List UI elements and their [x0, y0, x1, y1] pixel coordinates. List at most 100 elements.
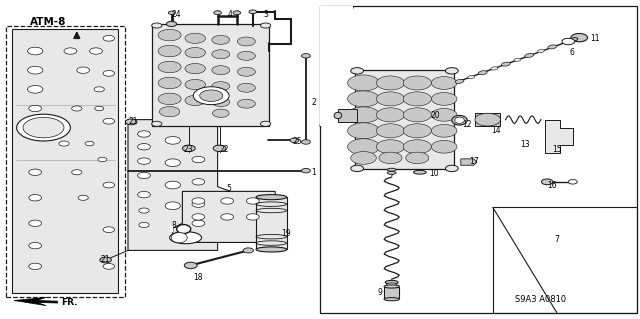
- Circle shape: [28, 47, 43, 55]
- Circle shape: [182, 145, 195, 152]
- Circle shape: [221, 198, 234, 204]
- Circle shape: [29, 169, 42, 175]
- Circle shape: [348, 123, 380, 139]
- Text: 10: 10: [429, 169, 439, 178]
- Circle shape: [59, 141, 69, 146]
- Text: 25: 25: [292, 137, 303, 146]
- Circle shape: [158, 77, 181, 89]
- Circle shape: [568, 180, 577, 184]
- Circle shape: [403, 124, 431, 138]
- Circle shape: [403, 92, 431, 106]
- Circle shape: [158, 45, 181, 57]
- Circle shape: [138, 172, 150, 179]
- Circle shape: [152, 23, 162, 28]
- Circle shape: [431, 124, 457, 137]
- Circle shape: [212, 66, 230, 75]
- Circle shape: [571, 33, 588, 42]
- Circle shape: [138, 158, 150, 164]
- Text: 21: 21: [129, 117, 138, 126]
- Ellipse shape: [537, 49, 544, 53]
- Circle shape: [249, 10, 257, 14]
- Ellipse shape: [491, 67, 498, 70]
- Circle shape: [233, 11, 241, 15]
- Circle shape: [348, 107, 380, 123]
- Circle shape: [260, 121, 271, 126]
- Circle shape: [23, 117, 64, 138]
- Text: 23: 23: [184, 145, 194, 154]
- Ellipse shape: [468, 75, 475, 79]
- Text: 15: 15: [552, 145, 562, 154]
- Text: 14: 14: [491, 126, 501, 135]
- Circle shape: [100, 257, 111, 263]
- Circle shape: [85, 141, 94, 146]
- Text: 16: 16: [547, 181, 557, 189]
- Circle shape: [29, 263, 42, 270]
- Circle shape: [431, 108, 457, 121]
- Ellipse shape: [334, 112, 342, 119]
- Circle shape: [158, 29, 181, 41]
- Circle shape: [158, 61, 181, 73]
- Circle shape: [445, 68, 458, 74]
- Bar: [493, 207, 637, 313]
- Circle shape: [237, 51, 255, 60]
- Circle shape: [165, 202, 180, 210]
- Circle shape: [406, 152, 429, 164]
- Circle shape: [351, 68, 364, 74]
- Text: 21: 21: [101, 256, 110, 264]
- Bar: [320, 6, 637, 313]
- Polygon shape: [173, 191, 275, 242]
- Ellipse shape: [452, 115, 467, 125]
- Circle shape: [212, 35, 230, 44]
- Bar: [12, 29, 118, 293]
- Circle shape: [90, 48, 102, 54]
- Ellipse shape: [384, 285, 399, 288]
- Circle shape: [237, 99, 255, 108]
- Text: 18: 18: [194, 273, 203, 282]
- Bar: [320, 6, 353, 126]
- Circle shape: [212, 109, 229, 117]
- Circle shape: [212, 82, 230, 91]
- Bar: [6, 26, 125, 297]
- Ellipse shape: [172, 233, 188, 243]
- Circle shape: [165, 137, 180, 144]
- Ellipse shape: [177, 225, 191, 234]
- Polygon shape: [545, 120, 573, 153]
- Text: 5: 5: [227, 184, 232, 193]
- Circle shape: [403, 76, 431, 90]
- Text: 6: 6: [569, 48, 574, 57]
- Ellipse shape: [170, 232, 202, 244]
- Circle shape: [103, 118, 115, 124]
- Circle shape: [193, 87, 229, 105]
- Circle shape: [431, 77, 457, 89]
- Circle shape: [290, 138, 299, 143]
- Circle shape: [431, 93, 457, 105]
- Circle shape: [185, 48, 205, 58]
- Circle shape: [431, 140, 457, 153]
- Circle shape: [103, 70, 115, 76]
- Text: 3: 3: [263, 10, 268, 19]
- Circle shape: [94, 87, 104, 92]
- Ellipse shape: [478, 71, 487, 75]
- Polygon shape: [128, 120, 230, 250]
- Circle shape: [28, 66, 43, 74]
- Circle shape: [192, 214, 205, 220]
- Ellipse shape: [548, 45, 557, 49]
- Ellipse shape: [475, 113, 500, 126]
- Circle shape: [445, 165, 458, 172]
- Text: 17: 17: [468, 157, 479, 166]
- Ellipse shape: [454, 117, 465, 123]
- Circle shape: [165, 181, 180, 189]
- Circle shape: [351, 152, 376, 164]
- Circle shape: [29, 220, 42, 226]
- Ellipse shape: [387, 168, 396, 171]
- Circle shape: [158, 93, 181, 105]
- Circle shape: [17, 114, 70, 141]
- Circle shape: [212, 98, 230, 107]
- Circle shape: [562, 38, 575, 45]
- Circle shape: [243, 248, 253, 253]
- Ellipse shape: [384, 298, 399, 301]
- Circle shape: [138, 191, 150, 198]
- Ellipse shape: [387, 172, 396, 174]
- Ellipse shape: [387, 283, 397, 286]
- Circle shape: [139, 222, 149, 227]
